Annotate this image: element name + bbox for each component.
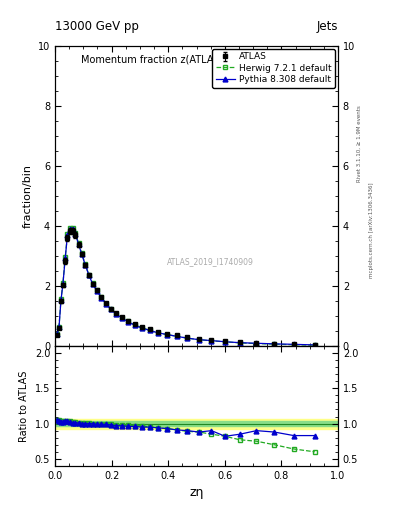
Pythia 8.308 default	[155, 330, 160, 336]
Line: Pythia 8.308 default: Pythia 8.308 default	[55, 227, 317, 347]
Pythia 8.308 default	[174, 333, 179, 339]
Text: ATLAS_2019_I1740909: ATLAS_2019_I1740909	[167, 258, 254, 267]
Herwig 7.2.1 default	[59, 296, 63, 303]
Pythia 8.308 default	[312, 342, 317, 348]
Pythia 8.308 default	[196, 336, 201, 343]
Herwig 7.2.1 default	[196, 336, 201, 343]
Pythia 8.308 default	[61, 281, 65, 287]
Pythia 8.308 default	[86, 272, 91, 279]
Herwig 7.2.1 default	[76, 240, 81, 246]
Pythia 8.308 default	[76, 241, 81, 247]
Pythia 8.308 default	[120, 315, 125, 321]
Pythia 8.308 default	[292, 341, 296, 347]
Herwig 7.2.1 default	[165, 331, 169, 337]
Pythia 8.308 default	[79, 251, 84, 257]
Y-axis label: Ratio to ATLAS: Ratio to ATLAS	[19, 370, 29, 442]
Herwig 7.2.1 default	[155, 330, 160, 336]
Pythia 8.308 default	[165, 331, 169, 337]
Pythia 8.308 default	[185, 335, 190, 341]
Herwig 7.2.1 default	[185, 335, 190, 341]
Pythia 8.308 default	[70, 226, 75, 232]
Pythia 8.308 default	[126, 318, 130, 325]
Legend: ATLAS, Herwig 7.2.1 default, Pythia 8.308 default: ATLAS, Herwig 7.2.1 default, Pythia 8.30…	[212, 49, 335, 88]
Pythia 8.308 default	[83, 262, 88, 268]
Pythia 8.308 default	[104, 301, 108, 307]
Herwig 7.2.1 default	[99, 294, 104, 300]
Herwig 7.2.1 default	[61, 280, 65, 286]
Herwig 7.2.1 default	[238, 340, 242, 346]
Herwig 7.2.1 default	[104, 301, 108, 307]
Line: Herwig 7.2.1 default: Herwig 7.2.1 default	[55, 226, 317, 348]
Pythia 8.308 default	[95, 288, 99, 294]
Pythia 8.308 default	[73, 231, 78, 237]
Text: 13000 GeV pp: 13000 GeV pp	[55, 20, 139, 33]
Herwig 7.2.1 default	[312, 342, 317, 348]
Text: mcplots.cern.ch [arXiv:1306.3436]: mcplots.cern.ch [arXiv:1306.3436]	[369, 183, 374, 278]
Herwig 7.2.1 default	[120, 315, 125, 321]
Herwig 7.2.1 default	[68, 225, 72, 231]
Pythia 8.308 default	[99, 294, 104, 301]
Pythia 8.308 default	[238, 339, 242, 346]
Pythia 8.308 default	[223, 339, 228, 345]
Herwig 7.2.1 default	[209, 338, 214, 344]
Herwig 7.2.1 default	[109, 306, 114, 312]
Pythia 8.308 default	[147, 327, 152, 333]
Pythia 8.308 default	[109, 306, 114, 312]
Pythia 8.308 default	[63, 255, 68, 262]
Pythia 8.308 default	[132, 322, 137, 328]
Y-axis label: fraction/bin: fraction/bin	[22, 164, 32, 228]
Text: Jets: Jets	[316, 20, 338, 33]
Pythia 8.308 default	[140, 325, 144, 331]
Pythia 8.308 default	[57, 324, 61, 330]
Pythia 8.308 default	[114, 311, 119, 317]
Pythia 8.308 default	[55, 331, 59, 337]
Herwig 7.2.1 default	[90, 280, 95, 286]
Herwig 7.2.1 default	[86, 272, 91, 278]
Herwig 7.2.1 default	[114, 311, 119, 317]
Pythia 8.308 default	[90, 281, 95, 287]
Text: Momentum fraction z(ATLAS jet fragmentation): Momentum fraction z(ATLAS jet fragmentat…	[81, 55, 312, 65]
Herwig 7.2.1 default	[70, 225, 75, 231]
Herwig 7.2.1 default	[83, 261, 88, 267]
Herwig 7.2.1 default	[73, 230, 78, 236]
Herwig 7.2.1 default	[223, 339, 228, 345]
Herwig 7.2.1 default	[254, 340, 259, 347]
Pythia 8.308 default	[59, 297, 63, 304]
Herwig 7.2.1 default	[57, 324, 61, 330]
Herwig 7.2.1 default	[140, 325, 144, 331]
Herwig 7.2.1 default	[63, 254, 68, 261]
Text: Rivet 3.1.10, ≥ 1.9M events: Rivet 3.1.10, ≥ 1.9M events	[357, 105, 362, 182]
Herwig 7.2.1 default	[65, 231, 70, 238]
Herwig 7.2.1 default	[174, 333, 179, 339]
Pythia 8.308 default	[254, 340, 259, 346]
Herwig 7.2.1 default	[132, 322, 137, 328]
Herwig 7.2.1 default	[147, 327, 152, 333]
Herwig 7.2.1 default	[126, 318, 130, 325]
Herwig 7.2.1 default	[55, 331, 59, 337]
Pythia 8.308 default	[68, 226, 72, 232]
X-axis label: zη: zη	[189, 486, 204, 499]
Herwig 7.2.1 default	[79, 250, 84, 256]
Herwig 7.2.1 default	[292, 342, 296, 348]
Herwig 7.2.1 default	[95, 287, 99, 293]
Herwig 7.2.1 default	[272, 341, 277, 347]
Pythia 8.308 default	[65, 232, 70, 238]
Pythia 8.308 default	[209, 337, 214, 344]
Pythia 8.308 default	[272, 341, 277, 347]
